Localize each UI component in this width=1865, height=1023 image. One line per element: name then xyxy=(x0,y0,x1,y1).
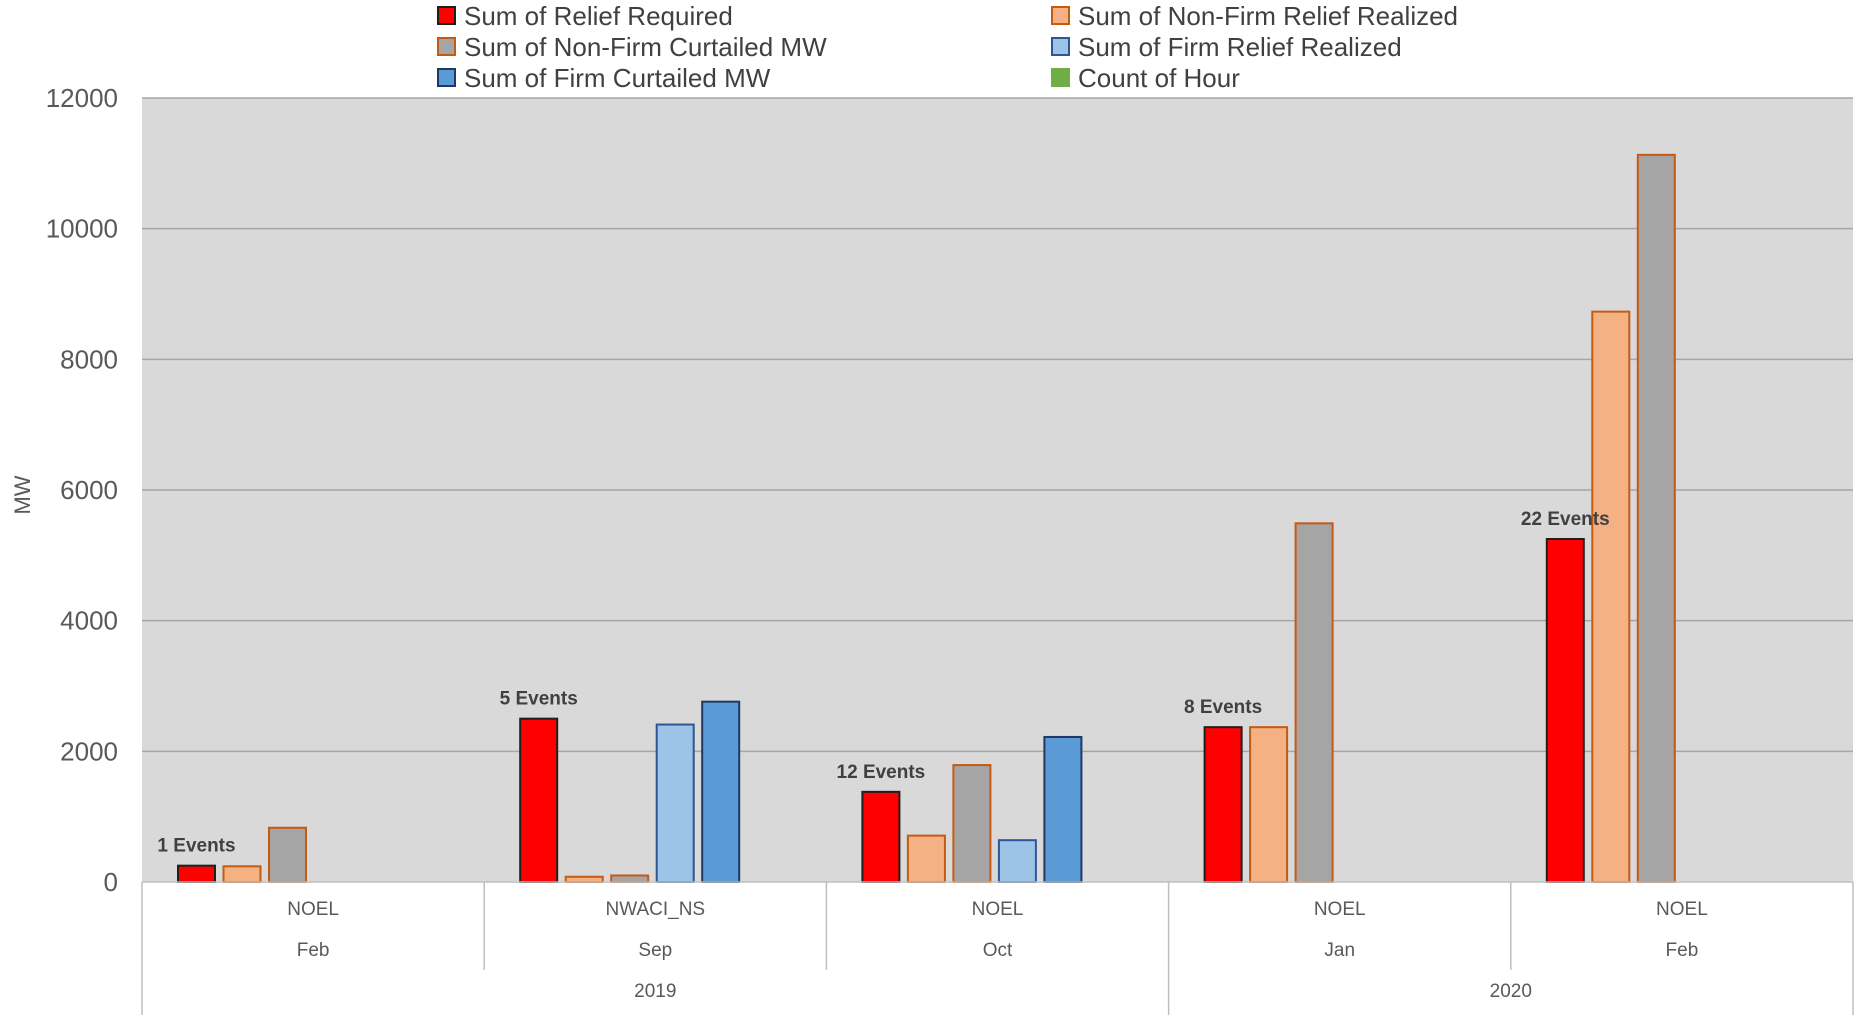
event-count-label: 8 Events xyxy=(1184,697,1262,718)
legend-label: Sum of Non-Firm Curtailed MW xyxy=(464,32,827,62)
bar-sum-of-relief-required-3 xyxy=(1203,726,1243,883)
y-tick-label: 0 xyxy=(104,867,118,897)
y-tick-label: 6000 xyxy=(60,475,118,505)
y-tick-label: 12000 xyxy=(46,83,118,113)
legend-swatch xyxy=(437,6,456,25)
legend-swatch xyxy=(1051,6,1070,25)
bar-sum-of-non-firm-relief-realized-3 xyxy=(1249,726,1289,883)
legend-swatch xyxy=(1051,68,1070,87)
y-axis-label: MW xyxy=(10,475,35,514)
gridlines xyxy=(142,97,1853,753)
bar-sum-of-non-firm-curtailed-mw-2 xyxy=(952,764,992,884)
y-tick-label: 10000 xyxy=(46,214,118,244)
bar-sum-of-firm-curtailed-mw-1 xyxy=(701,700,741,883)
y-tick-label: 8000 xyxy=(60,344,118,374)
bar-sum-of-non-firm-curtailed-mw-1 xyxy=(610,874,650,884)
x-tick-month: Oct xyxy=(983,940,1013,961)
x-tick-category: NWACI_NS xyxy=(606,899,706,920)
bar-sum-of-non-firm-curtailed-mw-4 xyxy=(1636,153,1676,883)
legend-label: Count of Hour xyxy=(1078,63,1240,93)
bar-sum-of-relief-required-1 xyxy=(519,717,559,884)
bar-sum-of-non-firm-curtailed-mw-3 xyxy=(1294,522,1334,883)
x-tick-category: NOEL xyxy=(1656,899,1708,920)
legend: Sum of Relief Required Sum of Non-Firm Re… xyxy=(437,1,1458,93)
bar-sum-of-relief-required-2 xyxy=(861,790,901,884)
legend-swatch xyxy=(1051,37,1070,56)
x-tick-category: NOEL xyxy=(1314,899,1366,920)
bar-sum-of-non-firm-relief-realized-2 xyxy=(906,834,946,884)
bar-sum-of-firm-relief-realized-1 xyxy=(655,723,695,884)
bar-sum-of-firm-curtailed-mw-2 xyxy=(1043,735,1083,884)
event-count-label: 12 Events xyxy=(837,762,926,783)
legend-label: Sum of Firm Relief Realized xyxy=(1078,32,1402,62)
x-tick-category: NOEL xyxy=(972,899,1024,920)
bar-sum-of-relief-required-4 xyxy=(1545,538,1585,883)
bars xyxy=(177,153,1676,884)
x-tick-year: 2019 xyxy=(634,981,676,1002)
x-tick-month: Feb xyxy=(1666,940,1699,961)
legend-swatch xyxy=(437,37,456,56)
bar-sum-of-non-firm-relief-realized-0 xyxy=(222,865,262,884)
bar-sum-of-firm-relief-realized-2 xyxy=(997,839,1037,883)
event-count-label: 22 Events xyxy=(1521,509,1610,530)
x-tick-category: NOEL xyxy=(287,899,339,920)
x-axis: NOEL Feb NWACI_NS Sep NOEL Oct NOEL Jan NOEL Feb 2… xyxy=(141,881,1854,1015)
legend-swatch xyxy=(437,68,456,87)
bar-sum-of-non-firm-curtailed-mw-0 xyxy=(268,826,307,883)
x-tick-month: Jan xyxy=(1324,940,1355,961)
annotations: 1 Events 5 Events 12 Events 8 Events 22 Even… xyxy=(157,509,1609,857)
x-tick-year: 2020 xyxy=(1490,981,1532,1002)
event-count-label: 1 Events xyxy=(157,836,235,857)
bar-sum-of-relief-required-0 xyxy=(177,864,216,884)
event-count-label: 5 Events xyxy=(500,689,578,710)
y-tick-label: 2000 xyxy=(60,736,118,766)
legend-label: Sum of Relief Required xyxy=(464,1,733,31)
legend-label: Sum of Firm Curtailed MW xyxy=(464,63,771,93)
bar-sum-of-non-firm-relief-realized-1 xyxy=(564,875,604,883)
y-axis: MW 0 2000 4000 6000 8000 10000 12000 xyxy=(10,83,118,897)
bar-sum-of-non-firm-relief-realized-4 xyxy=(1591,310,1631,883)
legend-label: Sum of Non-Firm Relief Realized xyxy=(1078,1,1458,31)
x-tick-month: Sep xyxy=(638,940,672,961)
x-tick-month: Feb xyxy=(297,940,330,961)
y-tick-label: 4000 xyxy=(60,606,118,636)
